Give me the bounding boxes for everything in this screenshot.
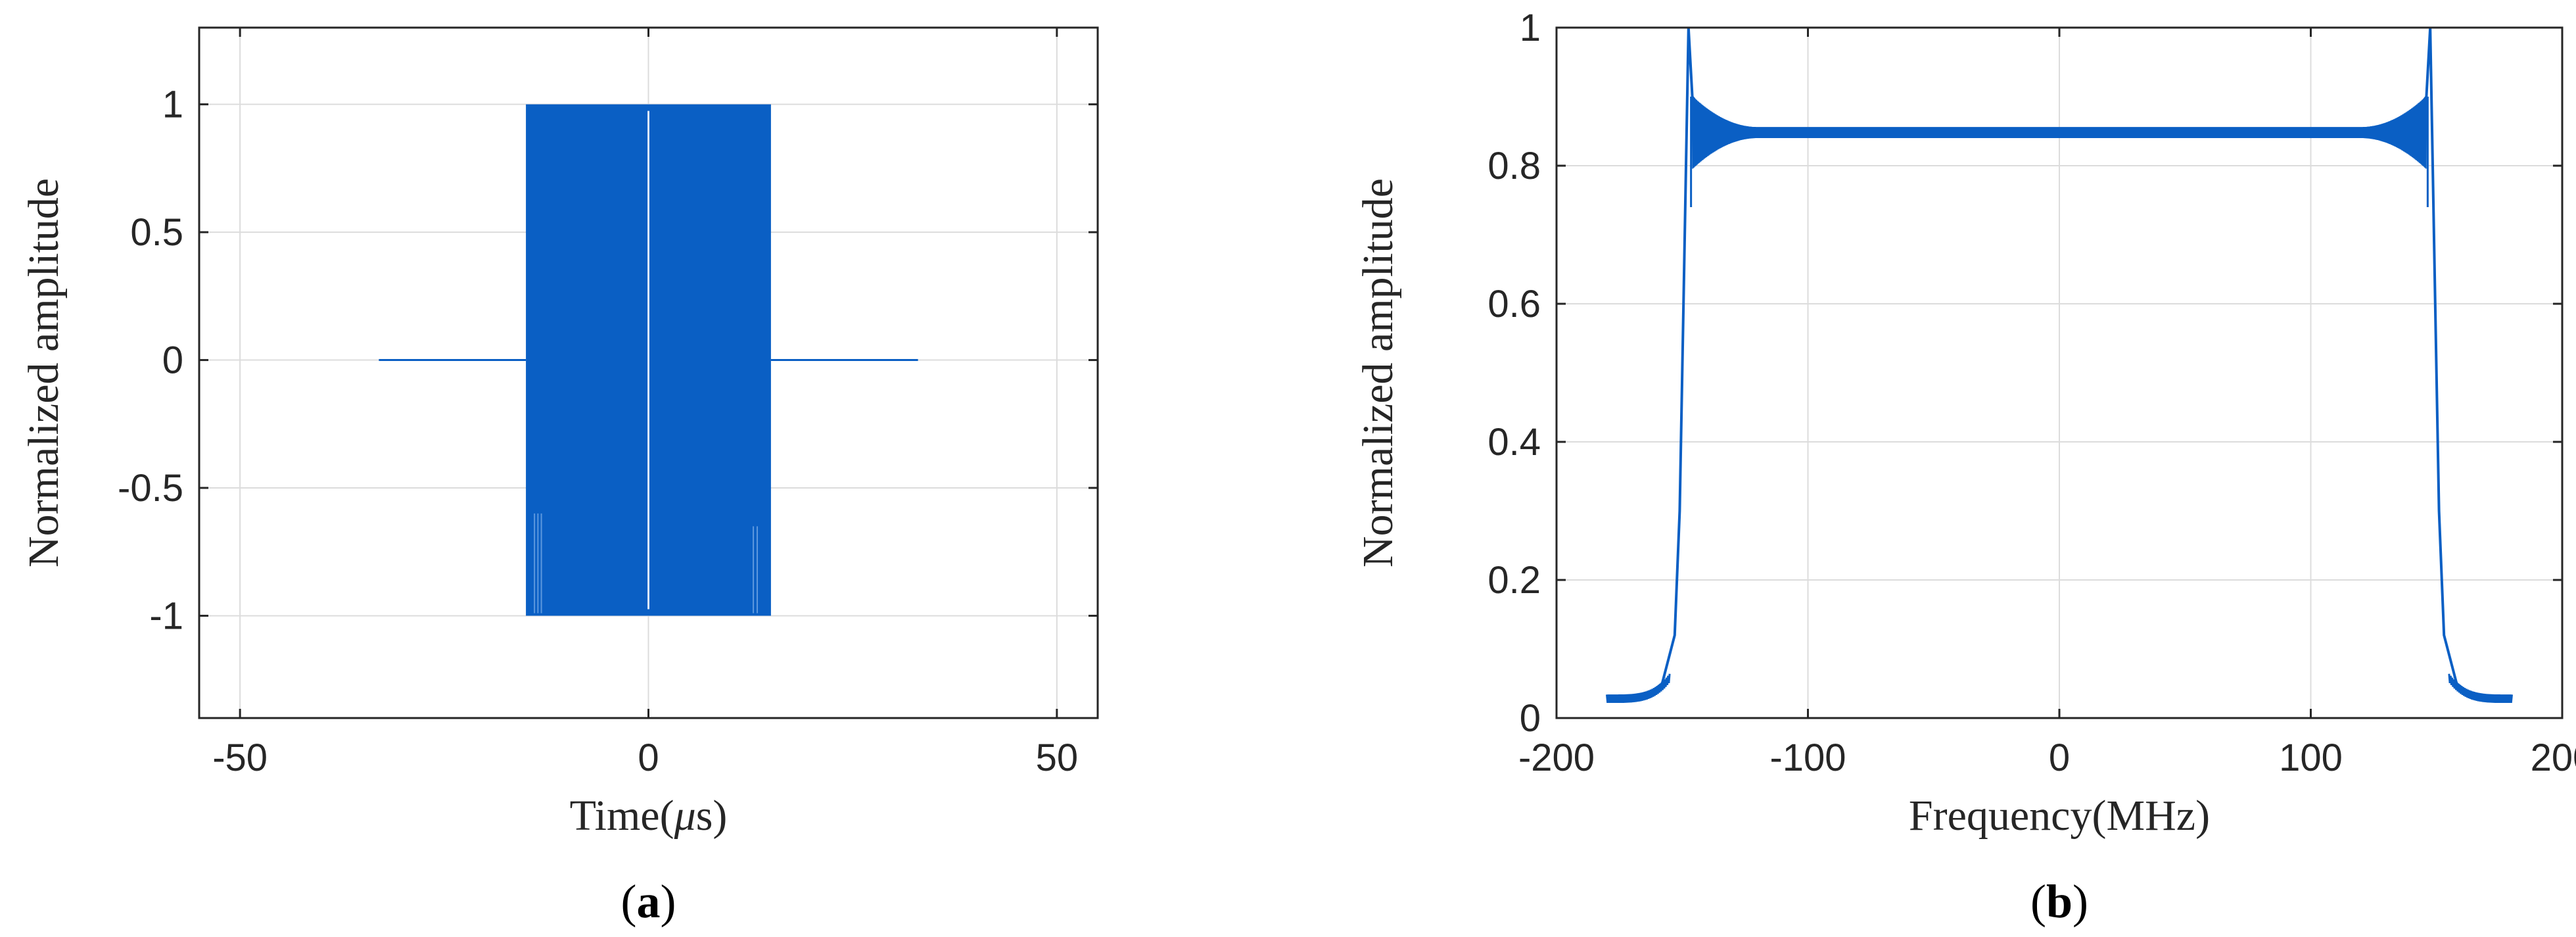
- panel-a-y-tick-label: 1: [162, 84, 183, 126]
- panel-b-y-tick-label: 0.8: [1487, 145, 1541, 187]
- panel-b-x-tick-label: 200: [2531, 736, 2576, 779]
- panel-a-ticks: -50 0 50 -1 -0.5 0 0.5 1: [118, 28, 1098, 779]
- panel-b-tail-left: [1606, 673, 1671, 704]
- panel-a-x-axis-label: Time(μs): [570, 792, 728, 840]
- panel-b-ticks: -200 -100 0 100 200 0 0.2 0.4 0.6 0.8 1: [1487, 7, 2576, 779]
- panel-a-signal: [379, 104, 918, 616]
- panel-b-y-tick-label: 0: [1520, 697, 1541, 740]
- panel-b-frequency-domain: -200 -100 0 100 200 0 0.2 0.4 0.6 0.8 1 Frequency(…: [1354, 7, 2576, 928]
- panel-a-y-tick-label: -0.5: [118, 467, 183, 510]
- panel-b-signal: [1606, 27, 2513, 704]
- panel-b-x-tick-label: -200: [1518, 736, 1595, 779]
- panel-a-y-tick-label: 0.5: [130, 211, 183, 254]
- panel-a-time-domain: -50 0 50 -1 -0.5 0 0.5 1 Time(μs) Normalized am…: [20, 26, 1099, 928]
- panel-b-y-tick-label: 0.2: [1487, 559, 1541, 602]
- panel-b-x-tick-label: 100: [2279, 736, 2343, 779]
- panel-b-label-open: (: [2030, 875, 2046, 928]
- panel-a-x-tick-label: 50: [1036, 736, 1079, 779]
- panel-b-y-tick-label: 0.4: [1487, 421, 1541, 464]
- panel-b-x-tick-label: 0: [2049, 736, 2070, 779]
- panel-a-label: (a): [621, 875, 676, 928]
- panel-b-spectrum-ripple: [1691, 95, 2427, 169]
- panel-a-x-axis-label-suffix: s): [696, 792, 728, 840]
- panel-a-x-axis-label-symbol: μ: [674, 792, 696, 840]
- panel-b-x-axis-label: Frequency(MHz): [1909, 792, 2210, 840]
- panel-a-label-close: ): [661, 875, 676, 928]
- panel-a-y-tick-label: -1: [149, 594, 183, 637]
- panel-b-x-tick-label: -100: [1769, 736, 1846, 779]
- panel-a-y-tick-label: 0: [162, 339, 183, 382]
- panel-a-x-axis-label-prefix: Time(: [570, 792, 674, 840]
- panel-a-x-tick-label: 0: [638, 736, 659, 779]
- panel-b-y-tick-label: 1: [1520, 7, 1541, 49]
- panel-b-y-tick-label: 0.6: [1487, 283, 1541, 325]
- panel-a-label-open: (: [621, 875, 637, 928]
- panel-b-label-letter: b: [2046, 875, 2073, 928]
- panel-a-x-tick-label: -50: [212, 736, 268, 779]
- panel-b-label-close: ): [2073, 875, 2088, 928]
- panel-b-tail-right: [2448, 673, 2513, 704]
- panel-b-label: (b): [2030, 875, 2088, 928]
- panel-b-y-axis-label: Normalized amplitude: [1354, 178, 1402, 567]
- panel-a-label-letter: a: [637, 875, 661, 928]
- panel-a-y-axis-label: Normalized amplitude: [20, 178, 68, 567]
